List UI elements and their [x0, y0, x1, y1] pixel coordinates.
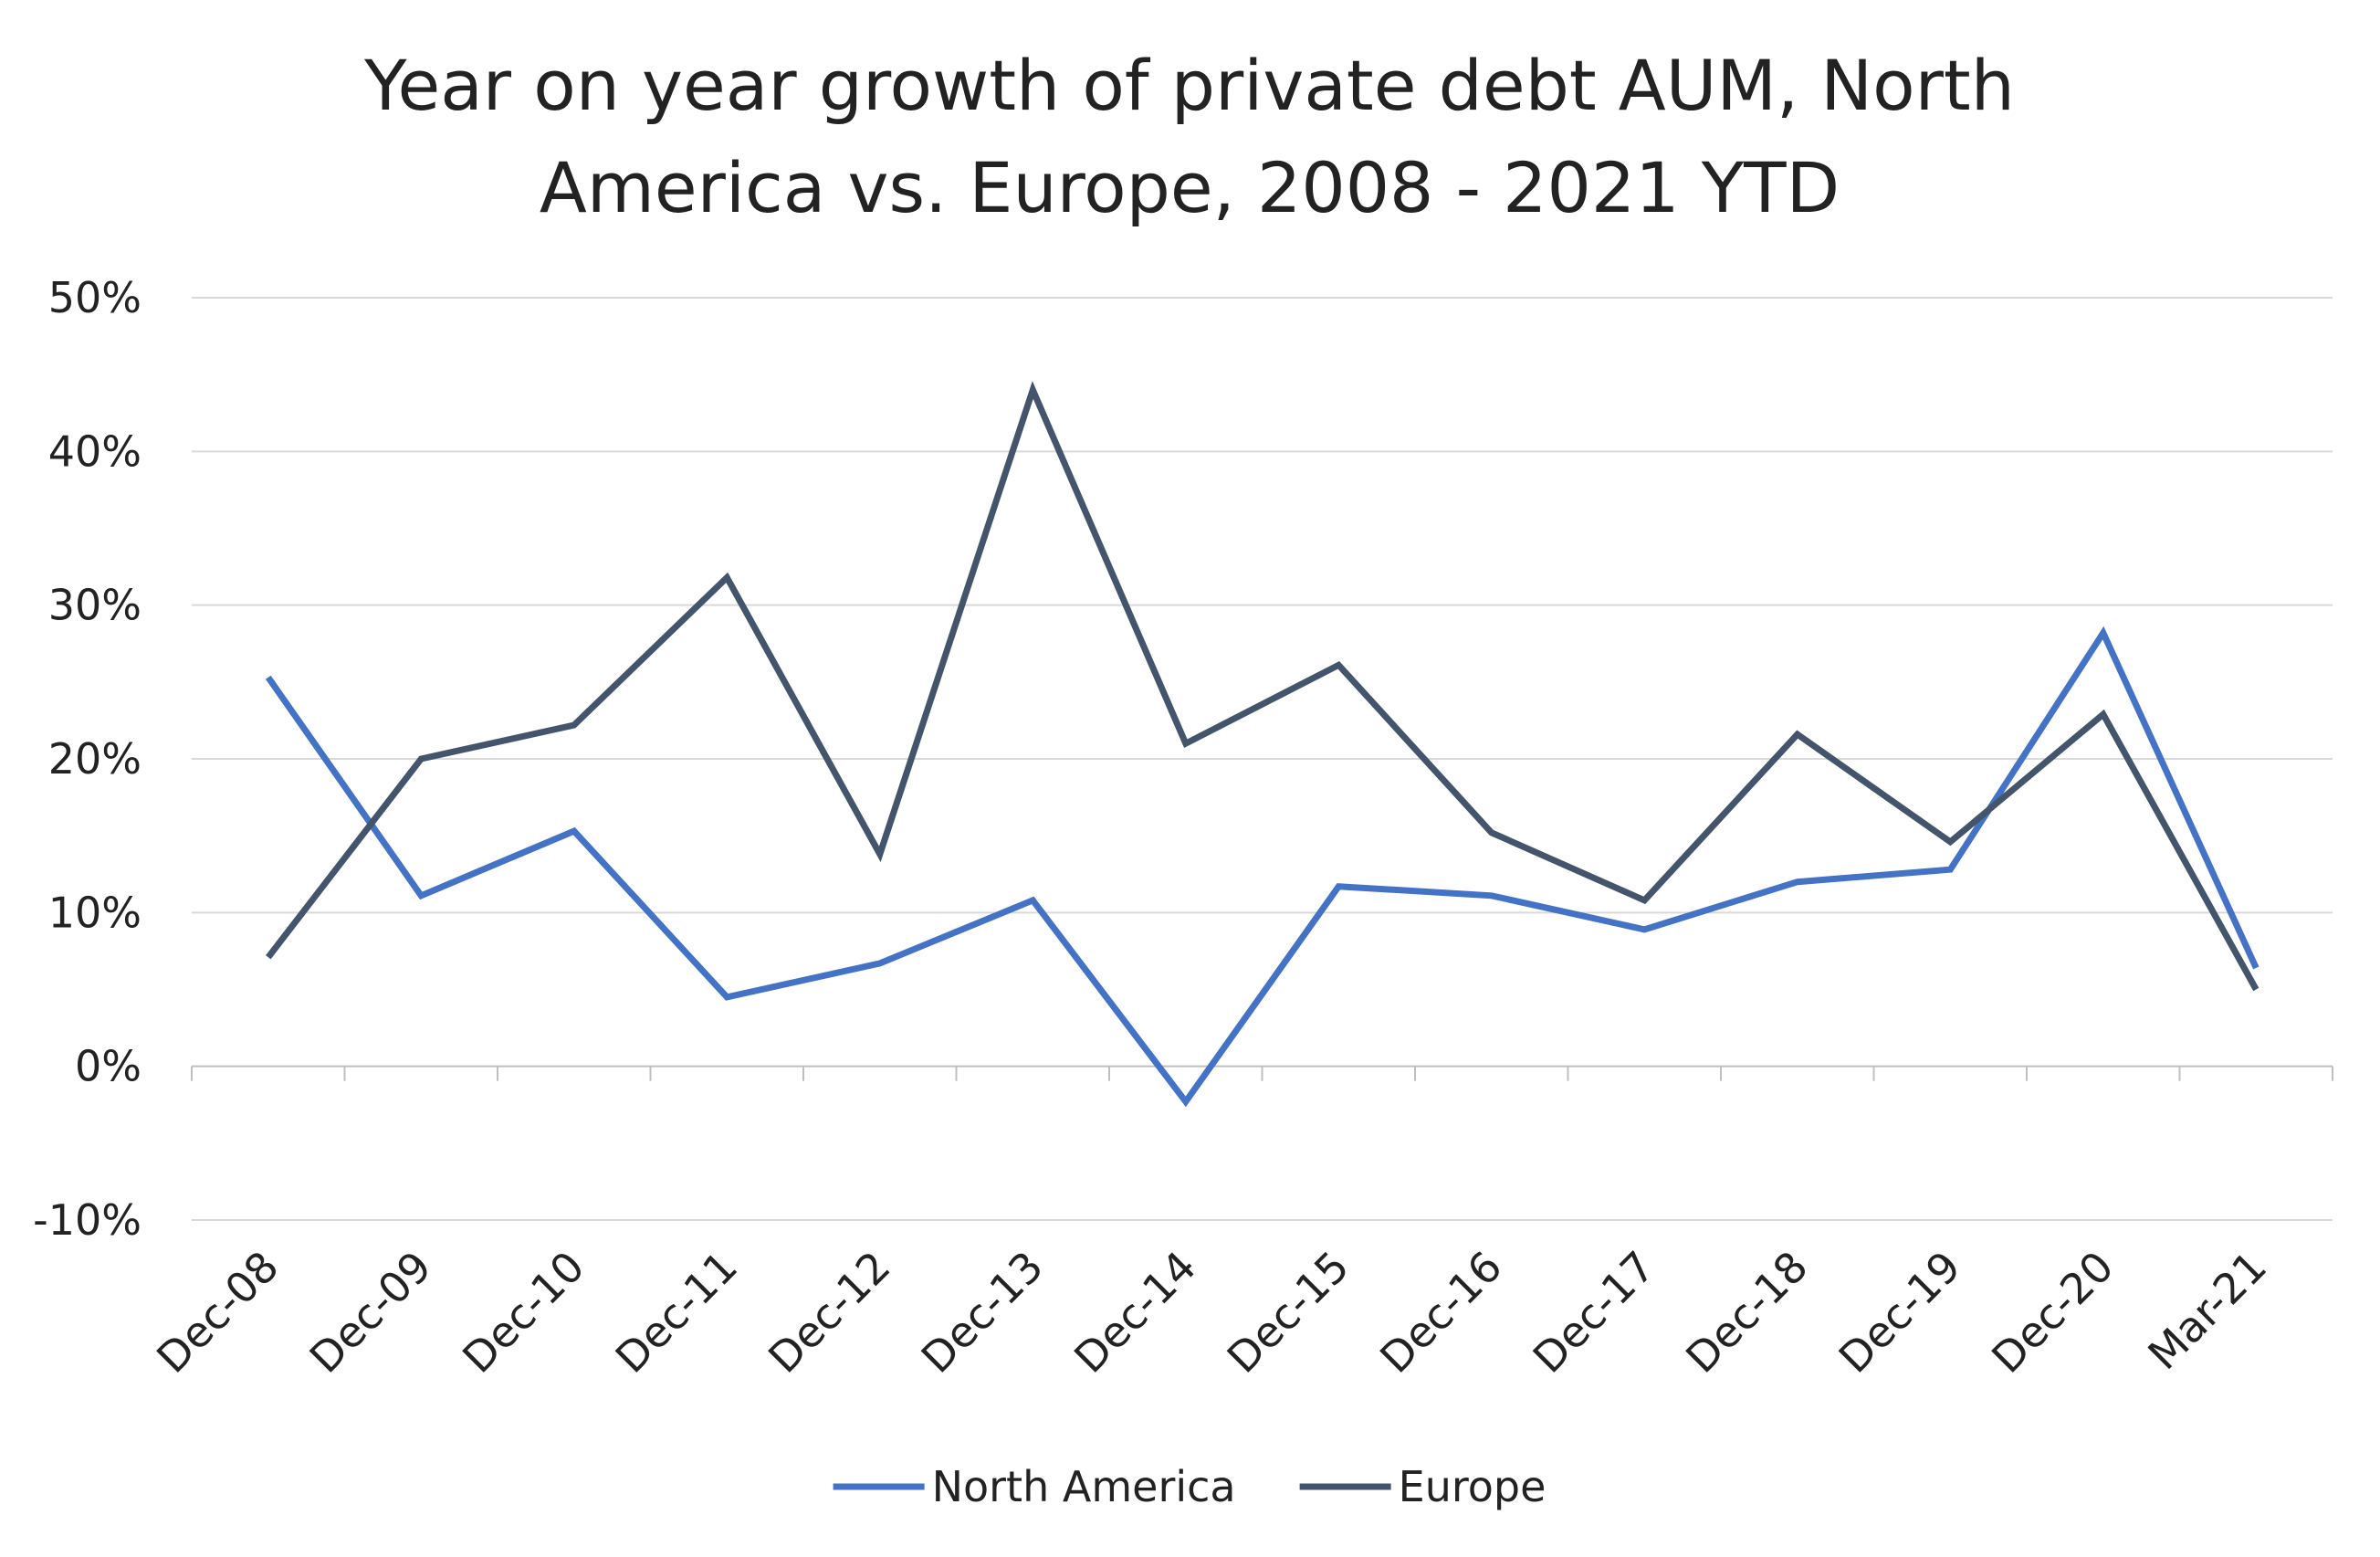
- series-line-europe: [266, 381, 2259, 992]
- y-tick-label: 10%: [48, 888, 142, 937]
- chart-title-line-1: Year on year growth of private debt AUM,…: [363, 45, 2015, 126]
- y-tick-label: 0%: [75, 1042, 142, 1091]
- y-axis-tick-labels: -10% 0% 10% 20% 30% 40% 50%: [33, 273, 142, 1245]
- legend-item-europe: Europe: [1299, 1462, 1546, 1511]
- x-tick-label: Dec-20: [1982, 1242, 2123, 1383]
- x-tick-label: Mar-21: [2138, 1242, 2276, 1380]
- y-tick-label: -10%: [33, 1195, 142, 1245]
- y-tick-label: 30%: [48, 581, 142, 630]
- x-tick-label: Dec-12: [759, 1242, 899, 1383]
- y-tick-label: 40%: [48, 426, 142, 476]
- legend: North America Europe: [833, 1462, 1546, 1511]
- legend-label-europe: Europe: [1399, 1462, 1546, 1511]
- x-tick-label: Dec-15: [1218, 1242, 1358, 1383]
- x-tick-label: Dec-19: [1830, 1242, 1970, 1383]
- series-lines: [265, 381, 2259, 1108]
- series-line-north-america: [265, 626, 2259, 1108]
- legend-item-north-america: North America: [833, 1462, 1236, 1511]
- x-tick-label: Dec-18: [1676, 1242, 1817, 1383]
- x-tick-label: Dec-13: [912, 1242, 1053, 1383]
- gridlines: [192, 297, 2333, 1221]
- legend-label-north-america: North America: [932, 1462, 1236, 1511]
- x-tick-label: Dec-10: [453, 1242, 593, 1383]
- x-tick-label: Dec-14: [1064, 1242, 1205, 1383]
- y-tick-label: 50%: [48, 273, 142, 322]
- chart-title: Year on year growth of private debt AUM,…: [363, 45, 2015, 228]
- x-tick-label: Dec-16: [1370, 1242, 1511, 1383]
- x-tick-label: Dec-17: [1524, 1242, 1664, 1383]
- chart-title-line-2: America vs. Europe, 2008 - 2021 YTD: [540, 147, 1840, 228]
- x-tick-label: Dec-11: [606, 1242, 747, 1383]
- x-axis: [191, 1065, 2333, 1081]
- x-axis-tick-labels: Dec-08 Dec-09 Dec-10 Dec-11 Dec-12 Dec-13 Dec-…: [147, 1242, 2276, 1383]
- y-tick-label: 20%: [48, 734, 142, 784]
- x-tick-label: Dec-08: [147, 1242, 288, 1383]
- x-tick-label: Dec-09: [300, 1242, 441, 1383]
